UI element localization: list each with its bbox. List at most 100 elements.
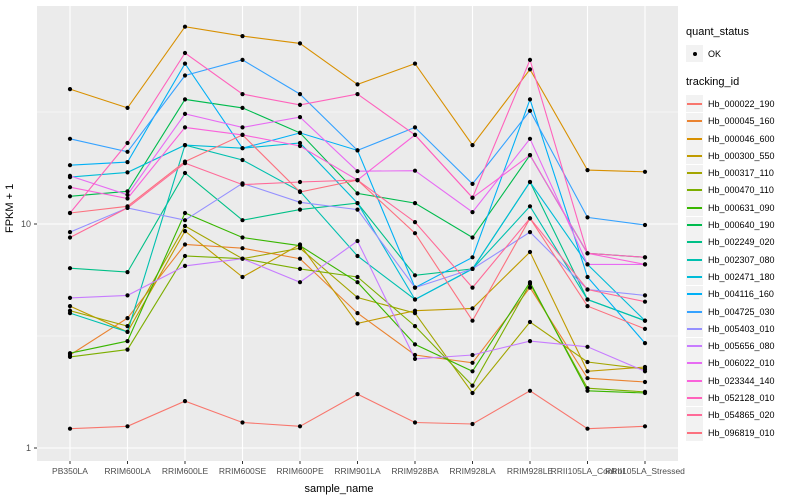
data-point (182, 73, 188, 78)
data-point (297, 41, 303, 46)
data-point (527, 216, 533, 221)
data-point (182, 399, 188, 404)
legend-key-line-icon (686, 337, 703, 355)
data-point (67, 354, 73, 359)
data-point (412, 352, 418, 358)
legend-item-label: Hb_000046_600 (708, 133, 775, 144)
data-point (297, 243, 303, 248)
data-point (297, 130, 303, 135)
y-tick-label: 10 (21, 219, 31, 229)
data-point (67, 185, 73, 190)
x-tick-label: RRIM928LE (507, 466, 554, 476)
data-point (412, 342, 418, 347)
data-point (182, 50, 188, 56)
data-point (527, 204, 533, 209)
data-point (470, 235, 475, 240)
data-point (67, 194, 73, 199)
data-point (642, 299, 648, 304)
data-point (182, 97, 188, 102)
x-tick-label: RRIM600LE (162, 466, 209, 476)
legend-item-label: Hb_000022_190 (708, 98, 775, 109)
data-point (355, 207, 360, 212)
data-point (527, 249, 533, 255)
data-point (240, 182, 245, 187)
data-point (642, 390, 648, 396)
data-point (585, 388, 590, 393)
legend-item-label: Hb_000317_110 (708, 168, 774, 179)
data-point (240, 420, 245, 425)
data-point (527, 280, 533, 285)
legend-item-Hb_005656_080: Hb_005656_080 (686, 337, 798, 355)
x-tick-label: RRIM901LA (334, 466, 381, 476)
data-point (125, 149, 130, 154)
data-point (470, 421, 475, 427)
data-point (125, 160, 130, 165)
legend-item-label: Hb_000300_550 (708, 150, 775, 161)
data-point (67, 87, 73, 92)
legend-key-line-icon (686, 181, 703, 199)
legend-key-line-icon (686, 164, 703, 182)
data-point (125, 316, 130, 321)
data-point (240, 34, 245, 39)
data-point (240, 57, 245, 63)
legend-key-point-icon (686, 45, 703, 63)
data-point (527, 179, 533, 185)
data-point (527, 285, 533, 290)
data-point (297, 266, 303, 271)
data-point (125, 347, 130, 352)
data-point (642, 262, 648, 267)
legend-key-line-icon (686, 285, 703, 303)
data-point (355, 82, 360, 87)
legend-item-label: Hb_002249_020 (708, 237, 775, 248)
data-point (412, 311, 418, 316)
data-point (297, 200, 303, 205)
data-point (67, 173, 73, 178)
data-point (355, 92, 360, 97)
data-point (240, 146, 245, 151)
data-point (642, 293, 648, 298)
data-point (642, 379, 648, 385)
legend-item-label: Hb_000045_160 (708, 116, 775, 127)
data-point (67, 136, 73, 141)
data-point (412, 132, 418, 137)
legend-item-label: Hb_000640_190 (708, 220, 775, 231)
legend-item-Hb_002471_180: Hb_002471_180 (686, 268, 798, 286)
data-point (585, 168, 590, 173)
legend-item-label: Hb_002307_080 (708, 254, 775, 265)
legend-key-line-icon (686, 303, 703, 320)
data-point (182, 242, 188, 247)
data-point (527, 108, 533, 113)
data-point (125, 204, 130, 209)
data-point (585, 215, 590, 220)
legend-key-line-icon (686, 130, 703, 148)
data-point (412, 420, 418, 425)
data-point (642, 318, 648, 323)
data-point (182, 143, 188, 148)
data-point (297, 280, 303, 285)
legend-key-line-icon (686, 320, 703, 338)
data-point (240, 256, 245, 261)
data-point (470, 390, 475, 396)
data-point (125, 140, 130, 146)
data-point (585, 304, 590, 309)
legend-key-line-icon (686, 216, 703, 234)
legend-item-label: Hb_023344_140 (708, 375, 775, 386)
data-point (182, 111, 188, 116)
data-point (182, 159, 188, 164)
legend-key-line-icon (686, 199, 703, 217)
data-point (67, 295, 73, 300)
legend-key-line-icon (686, 233, 703, 251)
data-point (585, 251, 590, 256)
data-point (412, 324, 418, 329)
data-point (527, 136, 533, 141)
legend-item-label: Hb_004116_160 (708, 289, 774, 300)
data-point (240, 218, 245, 223)
data-point (355, 191, 360, 196)
legend-item-Hb_054865_020: Hb_054865_020 (686, 406, 798, 424)
data-point (470, 210, 475, 215)
data-point (585, 369, 590, 374)
legend-item-Hb_023344_140: Hb_023344_140 (686, 372, 798, 390)
legend-item-label: Hb_005403_010 (708, 323, 775, 334)
y-tick-label: 1 (26, 443, 31, 453)
